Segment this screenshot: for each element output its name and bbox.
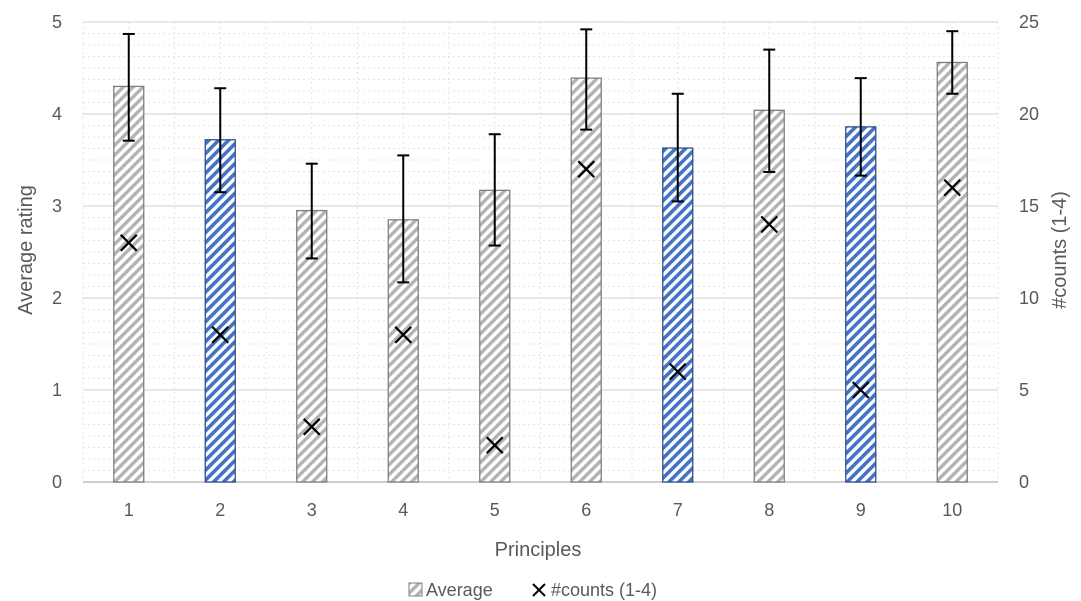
legend-swatch-average [408, 582, 423, 597]
y-tick-label: 5 [52, 12, 62, 32]
tick-labels: 0 1 2 3 4 5 0 5 10 15 20 25 1 2 3 4 5 6 7 8 9 10 [52, 12, 1039, 520]
bar-principle-7 [662, 147, 694, 483]
x-tick-label: 3 [307, 500, 317, 520]
x-tick-label: 4 [398, 500, 408, 520]
error-bar-principle-2 [214, 87, 227, 194]
x-axis-title: Principles [495, 539, 582, 561]
y2-tick-label: 25 [1019, 12, 1039, 32]
bar-principle-6 [570, 77, 602, 483]
y2-tick-label: 5 [1019, 380, 1029, 400]
error-bar-principle-10 [946, 30, 959, 95]
average-bars [113, 61, 968, 483]
error-bar-principle-6 [580, 28, 593, 131]
bar-principle-2 [204, 139, 236, 483]
y-tick-label: 3 [52, 196, 62, 216]
y2-tick-label: 0 [1019, 472, 1029, 492]
error-bar-principle-1 [122, 32, 135, 142]
count-marker-principle-6 [577, 160, 596, 178]
count-marker-principle-4 [394, 326, 413, 344]
bar-principle-10 [936, 61, 968, 483]
x-tick-label: 5 [490, 500, 500, 520]
x-tick-label: 6 [581, 500, 591, 520]
error-bar-principle-9 [854, 77, 867, 177]
count-marker-principle-1 [119, 234, 138, 252]
legend-label-average: Average [426, 580, 493, 600]
x-tick-label: 10 [942, 500, 962, 520]
y2-axis-title: #counts (1-4) [1049, 191, 1071, 309]
count-marker-principle-10 [943, 178, 962, 197]
error-bars [122, 28, 959, 284]
y-tick-label: 0 [52, 472, 62, 492]
x-tick-label: 7 [673, 500, 683, 520]
bar-principle-9 [845, 126, 877, 483]
error-bar-principle-4 [397, 154, 410, 284]
count-marker-principle-2 [211, 326, 230, 344]
y-tick-label: 1 [52, 380, 62, 400]
count-marker-principle-5 [485, 436, 504, 454]
x-tick-label: 8 [764, 500, 774, 520]
count-markers [119, 160, 962, 454]
error-bar-principle-8 [763, 48, 776, 173]
x-tick-label: 9 [856, 500, 866, 520]
y-tick-label: 2 [52, 288, 62, 308]
error-bar-principle-7 [671, 92, 684, 203]
count-marker-principle-8 [760, 215, 779, 234]
bar-principle-1 [113, 85, 145, 483]
y2-tick-label: 15 [1019, 196, 1039, 216]
count-marker-principle-3 [302, 418, 321, 436]
legend-swatch-counts [532, 583, 546, 597]
error-bar-principle-5 [488, 133, 501, 247]
legend-label-counts: #counts (1-4) [551, 580, 657, 600]
legend: Average #counts (1-4) [408, 580, 657, 600]
x-tick-label: 2 [215, 500, 225, 520]
x-tick-label: 1 [124, 500, 134, 520]
error-bar-principle-3 [305, 162, 318, 260]
count-marker-principle-9 [851, 381, 870, 399]
count-marker-principle-7 [668, 362, 687, 381]
y2-tick-label: 10 [1019, 288, 1039, 308]
y-tick-label: 4 [52, 104, 62, 124]
y-axis-title: Average rating [15, 185, 37, 315]
y2-tick-label: 20 [1019, 104, 1039, 124]
